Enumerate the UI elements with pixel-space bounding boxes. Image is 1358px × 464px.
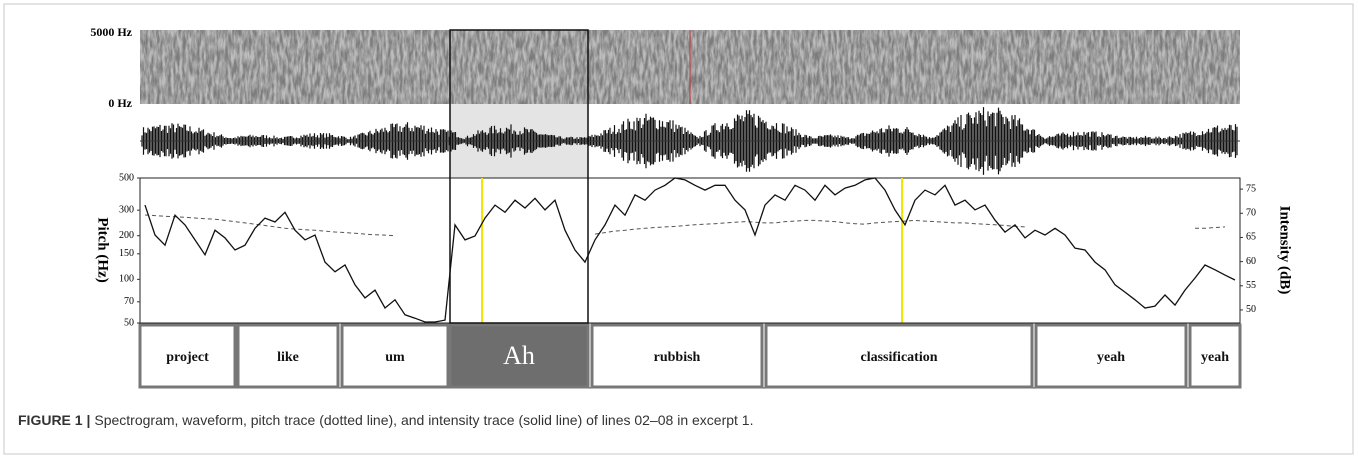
word-label: rubbish — [654, 350, 701, 365]
selection-box — [449, 29, 589, 324]
y-tick-label: 500 — [119, 172, 134, 183]
word-label: yeah — [1097, 350, 1125, 365]
waveform-group — [140, 107, 1240, 175]
frame — [3, 3, 1354, 455]
word-box — [764, 323, 1034, 389]
word-label: Ah — [503, 341, 535, 370]
y2-tick-label: 55 — [1246, 280, 1256, 291]
trace-line — [144, 214, 1226, 237]
y-tick-label: 150 — [119, 248, 134, 259]
y-tick-label: 70 — [124, 296, 134, 307]
word-box — [1034, 323, 1188, 389]
y-axis-label: Pitch (Hz) — [95, 217, 111, 282]
y-tick-label: 100 — [119, 274, 134, 285]
y2-tick-label: 50 — [1246, 304, 1256, 315]
y-tick-label: 50 — [124, 317, 134, 328]
word-box — [1188, 323, 1242, 389]
y2-tick-label: 70 — [1246, 208, 1256, 219]
y-tick-label: 300 — [119, 204, 134, 215]
y2-axis-label: Intensity (dB) — [1277, 206, 1293, 295]
word-box — [448, 323, 590, 389]
word-label: like — [277, 350, 299, 365]
caption-text: Spectrogram, waveform, pitch trace (dott… — [94, 412, 753, 428]
y2-tick-label: 65 — [1246, 232, 1256, 243]
y2-tick-label: 75 — [1246, 183, 1256, 194]
plot-group: 500 300 200 150 100 70 50 75 70 65 60 55 50 — [119, 172, 1256, 328]
y-tick-label: 200 — [119, 230, 134, 241]
word-label: um — [385, 350, 405, 365]
word-box — [590, 323, 764, 389]
word-box — [138, 323, 237, 389]
word-label: yeah — [1201, 350, 1229, 365]
caption: FIGURE 1 | Spectrogram, waveform, pitch t… — [18, 412, 753, 428]
spectrogram-bottom-label: 0 Hz — [108, 96, 132, 110]
word-tier: project like um Ah rubbish classification yeah… — [138, 322, 1242, 389]
pitch-panel — [139, 177, 1241, 324]
word-box — [236, 323, 340, 389]
trace-line — [144, 177, 1236, 323]
y2-tick-label: 60 — [1246, 256, 1256, 267]
spectrogram-top-label: 5000 Hz — [90, 25, 132, 39]
word-label: project — [166, 350, 209, 365]
word-box — [340, 323, 450, 389]
figure-label: FIGURE 1 | — [18, 412, 90, 428]
word-label: classification — [861, 350, 938, 365]
